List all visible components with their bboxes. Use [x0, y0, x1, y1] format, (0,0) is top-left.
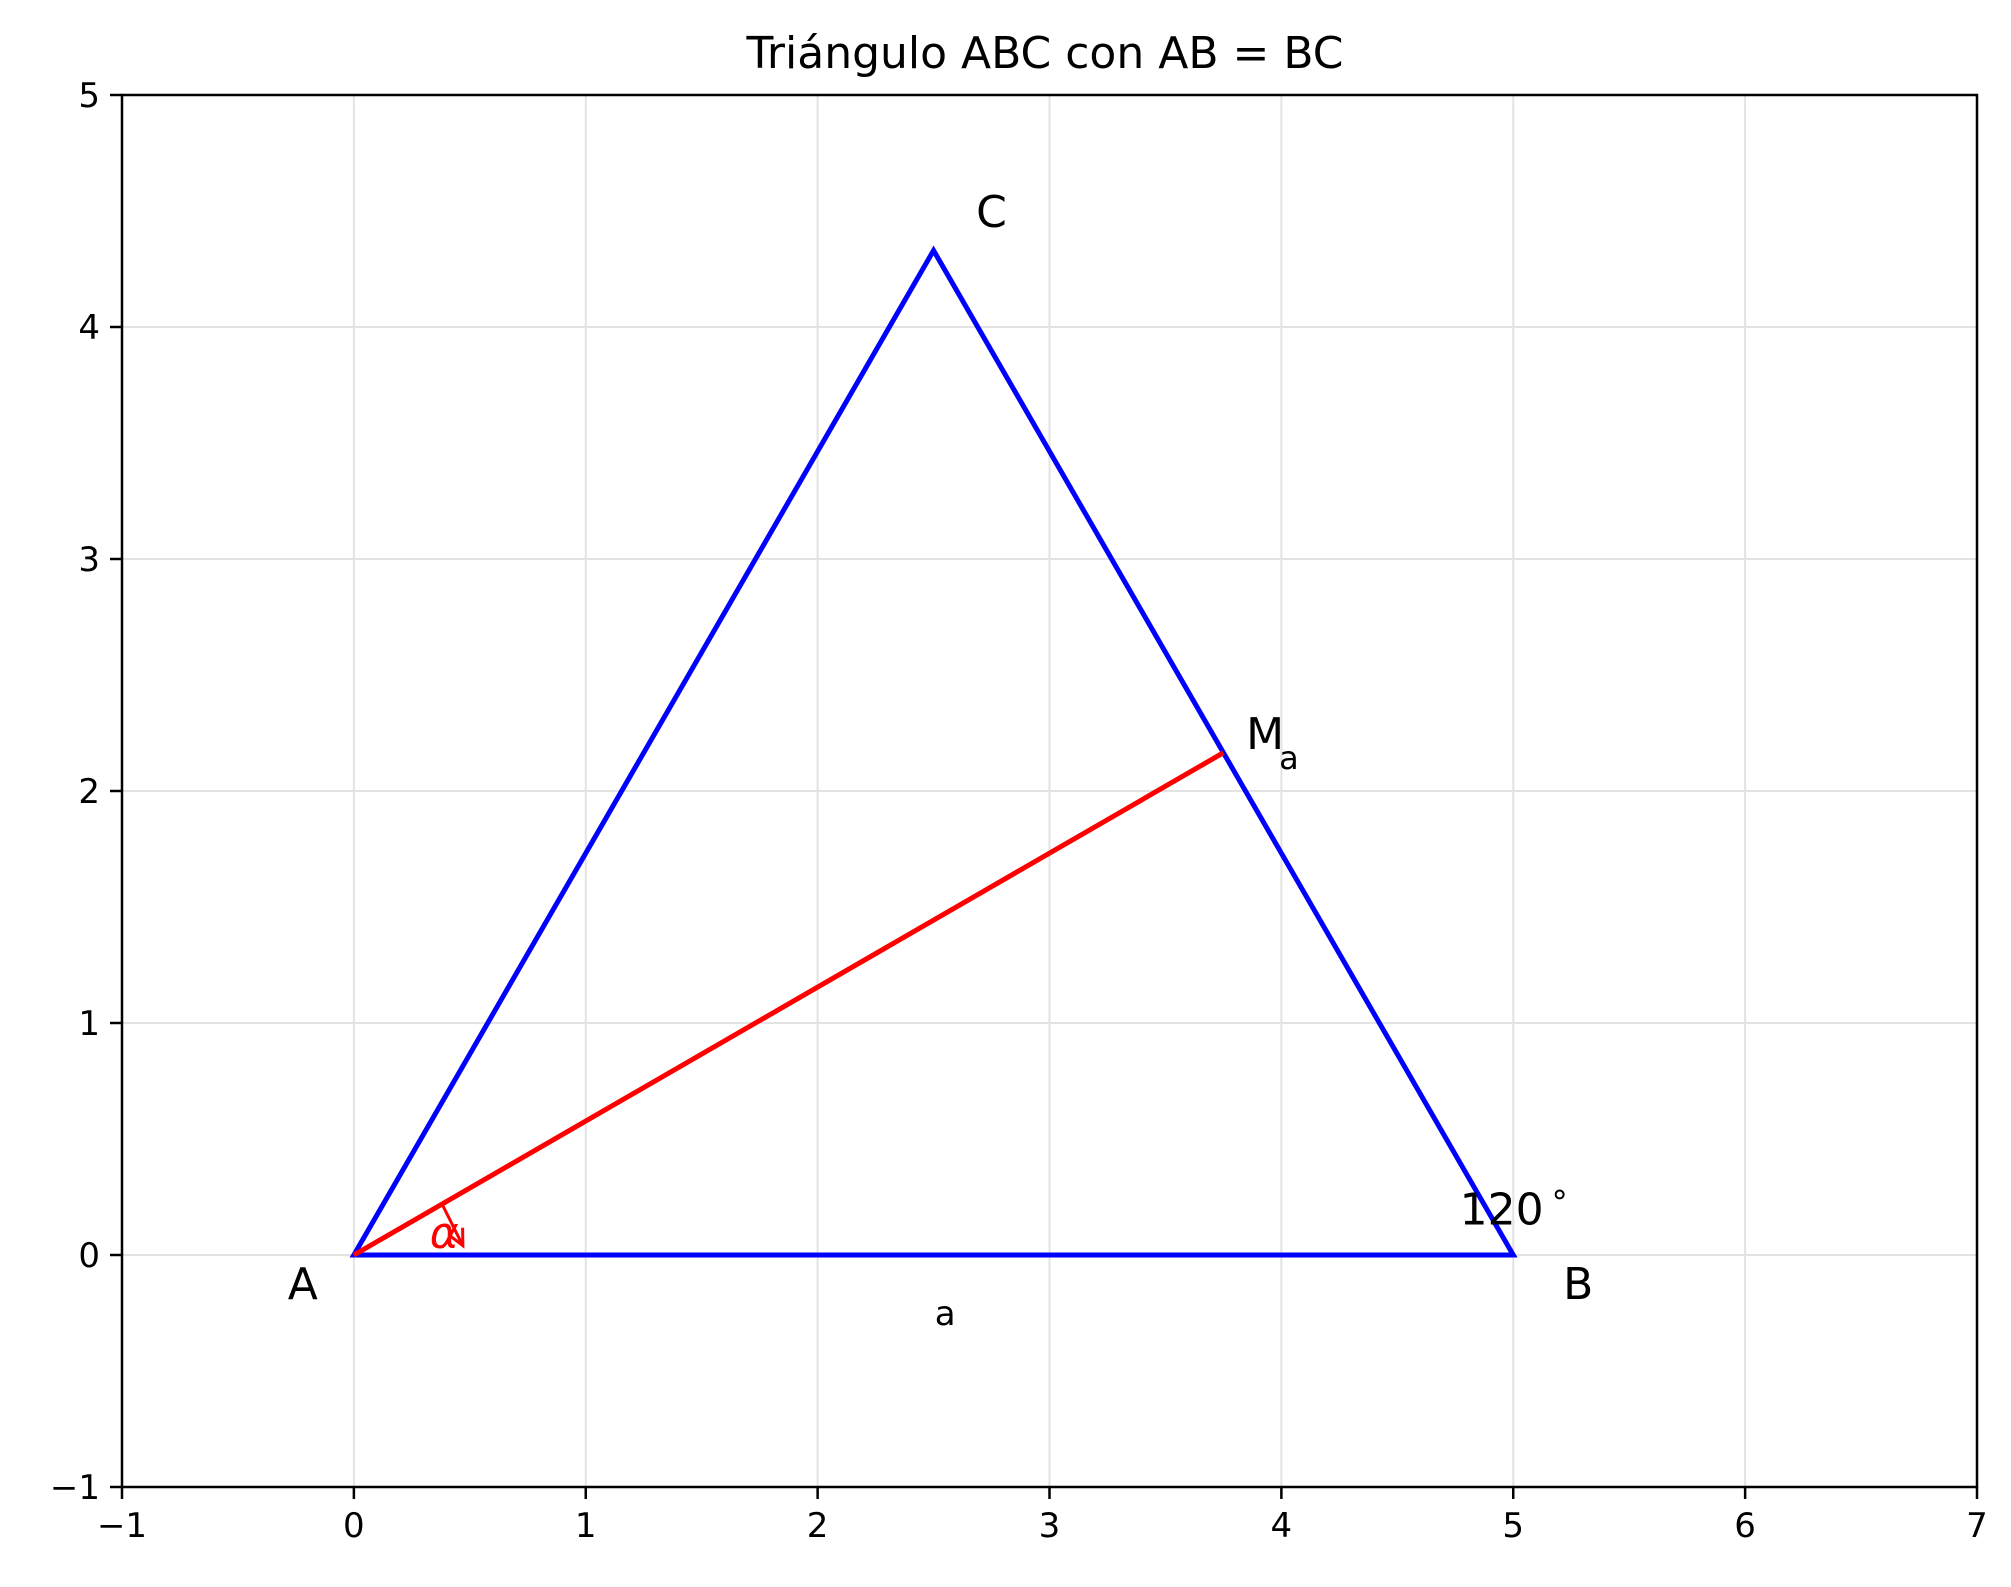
x-tick-label: 2	[807, 1506, 829, 1546]
x-tick-label: 3	[1039, 1506, 1061, 1546]
midpoint-label-m: M	[1246, 709, 1284, 760]
shapes	[349, 245, 1518, 1258]
vertex-label-b: B	[1563, 1259, 1593, 1310]
median-a-ma	[352, 750, 1225, 1258]
x-tick-label: 4	[1271, 1506, 1293, 1546]
x-tick-label: 7	[1966, 1506, 1988, 1546]
midpoint-label-subscript: a	[1279, 739, 1299, 777]
vertex-label-c: C	[976, 187, 1007, 238]
angle-degree-symbol: ∘	[1550, 1175, 1570, 1213]
chart-title: Triángulo ABC con AB = BC	[746, 28, 1344, 79]
x-tick-label: 1	[575, 1506, 597, 1546]
angle-label-alpha: α	[430, 1208, 459, 1259]
y-tick-label: 1	[78, 1004, 100, 1044]
x-tick-label: −1	[97, 1506, 147, 1546]
x-tick-label: 0	[343, 1506, 365, 1546]
y-tick-label: 0	[78, 1236, 100, 1276]
alpha-arrow-head	[447, 1227, 465, 1249]
y-tick-label: −1	[50, 1468, 100, 1508]
y-tick-label: 4	[78, 308, 100, 348]
side-label-a: a	[935, 1294, 956, 1334]
y-tick-label: 3	[78, 540, 100, 580]
axes: −1 0 1 2 3 4 5 6 7 −1 0 1 2 3 4 5	[50, 76, 1988, 1546]
x-tick-label: 5	[1502, 1506, 1524, 1546]
vertex-label-a: A	[288, 1259, 318, 1310]
labels: Triángulo ABC con AB = BC A B C M a a 12…	[288, 28, 1593, 1334]
alpha-arrow-shaft	[440, 1203, 465, 1247]
y-tick-label: 5	[78, 76, 100, 116]
y-tick-label: 2	[78, 772, 100, 812]
x-tick-label: 6	[1734, 1506, 1756, 1546]
angle-label-b: 120	[1460, 1185, 1544, 1236]
